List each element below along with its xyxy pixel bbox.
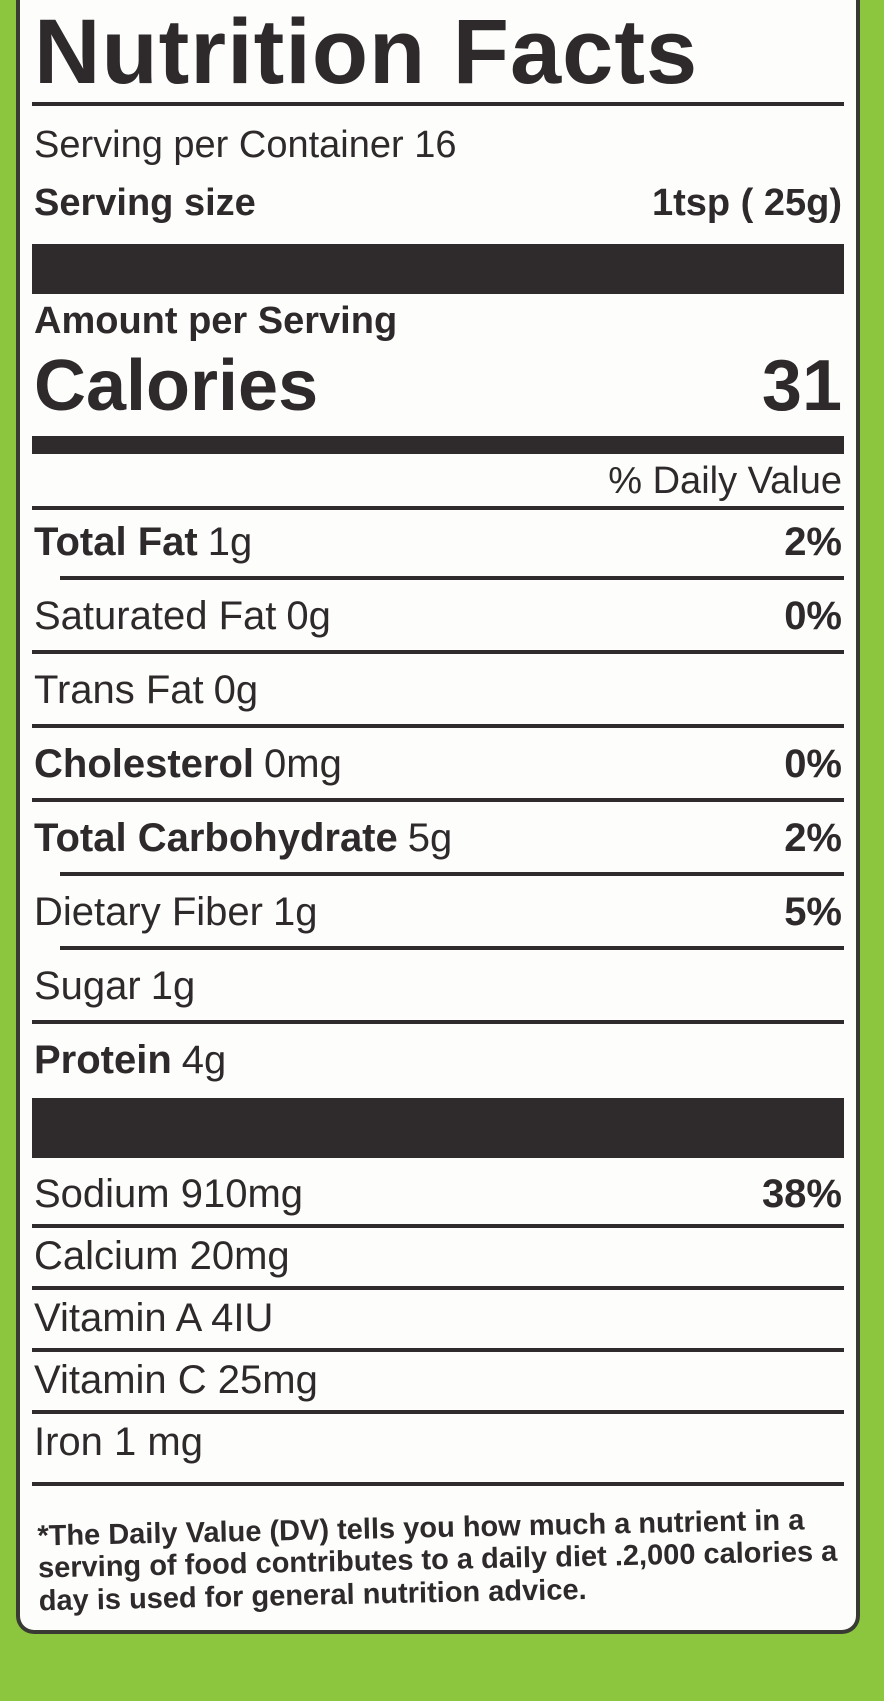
calories-value: 31 — [761, 346, 842, 426]
nutrient-name: Trans Fat — [34, 668, 204, 712]
nutrient-name: Protein — [34, 1038, 172, 1082]
nutrient-daily-value: 0% — [784, 742, 842, 786]
nutrient-name: Total Fat — [34, 520, 198, 564]
footnote: *The Daily Value (DV) tells you how much… — [37, 1504, 838, 1618]
thick-divider — [32, 244, 844, 294]
divider — [32, 798, 844, 802]
divider — [32, 506, 844, 510]
serving-size-row: Serving size 1tsp ( 25g) — [34, 184, 842, 222]
mineral-row: Sodium 910mg 38% — [34, 1174, 842, 1214]
mineral-name: Calcium 20mg — [34, 1234, 290, 1278]
nutrient-amount: 1g — [150, 964, 196, 1008]
divider — [32, 650, 844, 654]
medium-divider — [32, 436, 844, 454]
nutrient-name: Dietary Fiber — [34, 890, 263, 934]
mineral-row: Vitamin C 25mg — [34, 1360, 842, 1400]
nutrient-row: Total Carbohydrate 5g 2% — [34, 818, 842, 858]
nutrient-row: Cholesterol 0mg 0% — [34, 744, 842, 784]
divider — [32, 1348, 844, 1352]
label-title: Nutrition Facts — [34, 1, 699, 103]
nutrient-row: Total Fat 1g 2% — [34, 522, 842, 562]
nutrient-amount: 4g — [181, 1038, 227, 1082]
divider — [60, 872, 844, 876]
daily-value-header: % Daily Value — [608, 460, 842, 502]
nutrient-daily-value: 5% — [784, 890, 842, 934]
serving-size-label: Serving size — [34, 182, 256, 224]
nutrient-amount: 5g — [407, 816, 453, 860]
nutrient-row: Dietary Fiber 1g 5% — [34, 892, 842, 932]
thick-divider — [32, 1098, 844, 1158]
amount-per-serving: Amount per Serving — [34, 300, 398, 342]
nutrient-amount: 1g — [272, 890, 318, 934]
divider — [60, 576, 844, 580]
divider — [60, 946, 844, 950]
divider — [32, 1020, 844, 1024]
nutrient-name: Total Carbohydrate — [34, 816, 398, 860]
divider — [32, 102, 844, 106]
divider — [32, 1410, 844, 1414]
nutrient-daily-value: 0% — [784, 594, 842, 638]
mineral-name: Vitamin C 25mg — [34, 1358, 318, 1402]
mineral-name: Iron 1 mg — [34, 1420, 203, 1464]
nutrient-amount: 0g — [286, 594, 331, 638]
nutrient-row: Sugar 1g — [34, 966, 842, 1006]
calories-row: Calories 31 — [34, 350, 842, 422]
nutrient-row: Protein 4g — [34, 1040, 842, 1080]
nutrition-label: Nutrition Facts Serving per Container 16… — [16, 0, 860, 1634]
nutrient-name: Cholesterol — [34, 742, 255, 786]
mineral-row: Calcium 20mg — [34, 1236, 842, 1276]
nutrient-daily-value: 2% — [784, 816, 842, 860]
nutrient-name: Saturated Fat — [34, 594, 277, 638]
mineral-daily-value: 38% — [761, 1172, 842, 1216]
mineral-row: Iron 1 mg — [34, 1422, 842, 1462]
serving-size-value: 1tsp ( 25g) — [651, 182, 842, 224]
divider — [32, 1224, 844, 1228]
nutrient-amount: 1g — [207, 520, 253, 564]
nutrient-row: Trans Fat 0g — [34, 670, 842, 710]
nutrient-name: Sugar — [34, 964, 141, 1008]
nutrient-row: Saturated Fat 0g 0% — [34, 596, 842, 636]
mineral-row: Vitamin A 4IU — [34, 1298, 842, 1338]
nutrient-amount: 0mg — [264, 742, 342, 786]
divider — [32, 724, 844, 728]
mineral-name: Sodium 910mg — [34, 1172, 304, 1216]
nutrient-amount: 0g — [213, 668, 259, 712]
divider — [32, 1482, 844, 1486]
nutrient-daily-value: 2% — [784, 520, 842, 564]
mineral-name: Vitamin A 4IU — [34, 1296, 274, 1340]
divider — [32, 1286, 844, 1290]
servings-per-container: Serving per Container 16 — [34, 124, 457, 166]
calories-label: Calories — [34, 346, 319, 426]
